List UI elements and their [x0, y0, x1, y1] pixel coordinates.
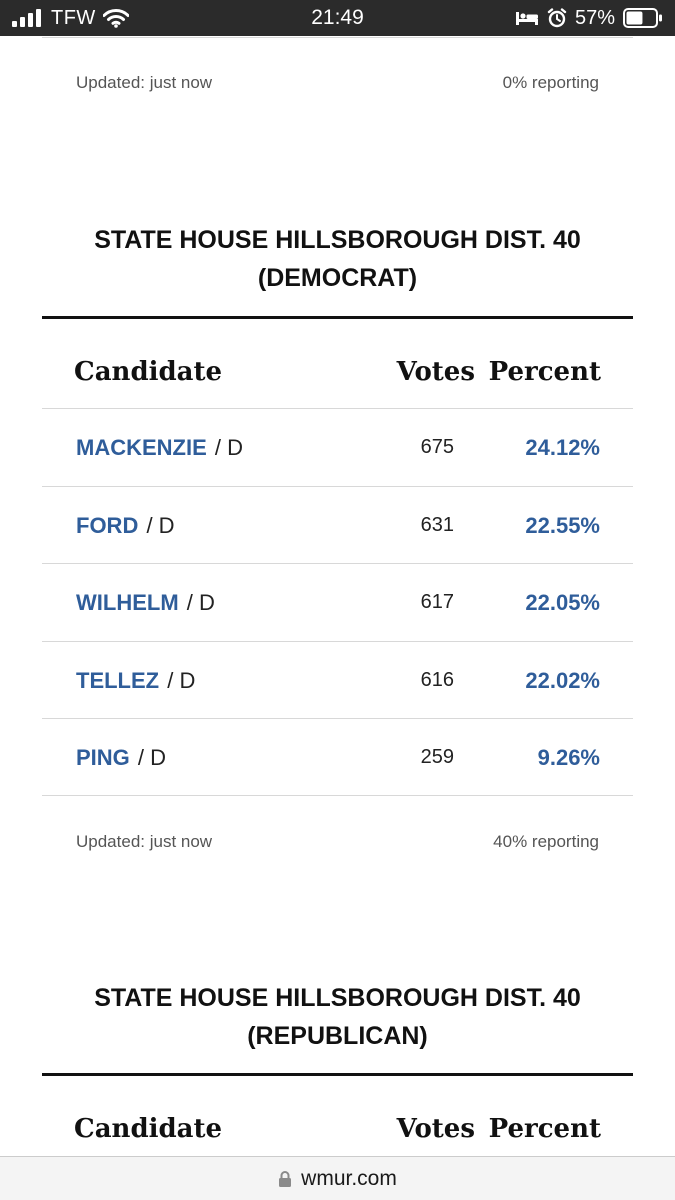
updated-label: Updated: just now — [76, 832, 213, 851]
alarm-icon — [547, 8, 567, 28]
candidate-votes: 617 — [420, 591, 454, 613]
carrier-name: TFW — [51, 6, 96, 29]
race-title-line1: STATE HOUSE HILLSBOROUGH DIST. 40 — [94, 984, 581, 1012]
divider — [42, 37, 633, 38]
table-row: MACKENZIE / D 675 24.12% — [42, 408, 633, 486]
column-header-candidate: Candidate — [74, 1114, 223, 1144]
results-table-header: Candidate Votes Percent — [42, 327, 633, 417]
battery-icon — [623, 8, 662, 28]
race-title-line2: (REPUBLICAN) — [247, 1022, 428, 1050]
candidate-party: / D — [186, 590, 215, 615]
column-header-votes: Votes — [396, 357, 475, 387]
candidate-party: / D — [214, 435, 244, 460]
table-row: PING / D 259 9.26% — [42, 718, 633, 796]
candidate-votes: 616 — [420, 668, 454, 691]
status-left: TFW — [12, 0, 129, 36]
table-row: TELLEZ / D 616 22.02% — [42, 640, 633, 719]
wifi-icon — [102, 8, 129, 28]
table-row: WILHELM / D 617 22.05% — [42, 563, 633, 641]
candidate-name-link[interactable]: FORD — [76, 512, 139, 538]
candidate-party: / D — [167, 667, 196, 693]
clock: 21:49 — [311, 6, 364, 29]
race-title-republican: STATE HOUSE HILLSBOROUGH DIST. 40 (REPUB… — [42, 979, 633, 1055]
race-footer-democrat: Updated: just now 40% reporting — [76, 832, 599, 852]
url-domain[interactable]: wmur.com — [301, 1167, 397, 1190]
status-bar: TFW 21:49 57% — [0, 0, 675, 36]
candidate-votes: 259 — [420, 746, 454, 768]
candidate-percent: 22.05% — [525, 590, 600, 615]
column-header-votes: Votes — [396, 1114, 475, 1144]
candidate-name-link[interactable]: MACKENZIE — [76, 435, 207, 460]
race-divider — [42, 1073, 633, 1076]
candidate-party: / D — [137, 745, 167, 770]
updated-label: Updated: just now — [76, 73, 213, 92]
column-header-candidate: Candidate — [74, 357, 223, 387]
race-title-line2: (DEMOCRAT) — [257, 264, 418, 292]
candidate-percent: 9.26% — [537, 745, 600, 770]
battery-level-fill — [626, 11, 643, 25]
column-header-percent: Percent — [488, 357, 601, 387]
reporting-label: 0% reporting — [502, 73, 599, 92]
reporting-label: 40% reporting — [493, 832, 599, 851]
candidate-votes: 631 — [420, 513, 454, 536]
candidate-party: / D — [146, 512, 175, 538]
candidate-percent: 22.02% — [525, 667, 600, 693]
signal-icon — [12, 9, 41, 27]
bed-icon — [515, 12, 538, 25]
table-row: FORD / D 631 22.55% — [42, 485, 633, 564]
address-bar[interactable]: wmur.com — [0, 1156, 675, 1200]
status-right: 57% — [515, 0, 663, 36]
candidate-name-link[interactable]: WILHELM — [76, 590, 179, 615]
candidate-name-link[interactable]: PING — [76, 745, 130, 770]
page-content: Updated: just now 0% reporting STATE HOU… — [0, 36, 675, 1156]
column-header-percent: Percent — [488, 1114, 601, 1144]
results-table-header: Candidate Votes Percent — [42, 1084, 633, 1156]
candidate-percent: 22.55% — [525, 512, 600, 538]
race-title-democrat: STATE HOUSE HILLSBOROUGH DIST. 40 (DEMOC… — [42, 221, 633, 297]
race-divider — [42, 316, 633, 319]
race-title-line1: STATE HOUSE HILLSBOROUGH DIST. 40 — [94, 226, 581, 254]
candidate-votes: 675 — [420, 436, 454, 458]
candidate-percent: 24.12% — [525, 435, 600, 460]
previous-race-footer: Updated: just now 0% reporting — [76, 73, 599, 93]
lock-icon — [279, 1171, 292, 1187]
candidate-name-link[interactable]: TELLEZ — [76, 667, 160, 693]
battery-percent: 57% — [574, 6, 615, 29]
